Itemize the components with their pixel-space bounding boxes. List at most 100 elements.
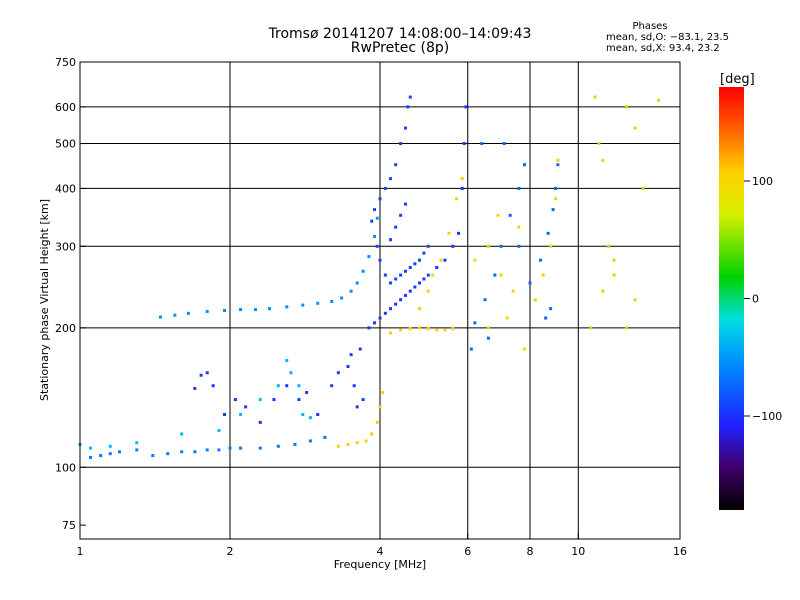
data-point (455, 197, 459, 201)
data-point (330, 299, 334, 303)
data-point (546, 231, 550, 235)
data-point (426, 289, 430, 293)
data-point (473, 258, 477, 262)
data-point (383, 186, 387, 190)
data-point (316, 412, 320, 416)
data-point (426, 327, 430, 331)
colorbar-tick-label: −100 (752, 410, 782, 423)
data-point (556, 163, 560, 167)
chart-title: Tromsø 20141207 14:08:00–14:09:43 (268, 26, 532, 42)
data-point (389, 281, 393, 285)
data-point (486, 244, 490, 248)
data-point (403, 293, 407, 297)
data-point (340, 296, 344, 300)
data-point (399, 328, 403, 332)
phases-x-stats: mean, sd,X: 93.4, 23.2 (606, 43, 720, 54)
data-point (625, 105, 629, 109)
data-point (517, 186, 521, 190)
data-point (469, 347, 473, 351)
data-point (367, 326, 371, 330)
data-point (505, 316, 509, 320)
data-point (285, 359, 289, 363)
data-point (370, 432, 374, 436)
y-tick-label: 300 (55, 240, 76, 253)
data-point (408, 327, 412, 331)
data-point (399, 213, 403, 217)
data-point (323, 435, 327, 439)
data-point (330, 384, 334, 388)
y-tick-label: 100 (55, 461, 76, 474)
data-point (349, 353, 353, 357)
data-point (308, 416, 312, 420)
data-point (258, 446, 262, 450)
data-point (355, 405, 359, 409)
data-point (447, 231, 451, 235)
data-point (641, 186, 645, 190)
data-point (496, 213, 500, 217)
data-point (464, 105, 468, 109)
data-point (413, 262, 417, 266)
x-tick-label: 4 (377, 545, 384, 558)
data-point (439, 258, 443, 262)
data-point (305, 391, 309, 395)
data-point (473, 321, 477, 325)
data-point (399, 298, 403, 302)
data-point (389, 177, 393, 181)
data-point (480, 142, 484, 146)
y-tick-label: 200 (55, 322, 76, 335)
data-point (508, 213, 512, 217)
data-point (394, 302, 398, 306)
data-point (267, 307, 271, 311)
data-point (408, 289, 412, 293)
data-point (285, 305, 289, 309)
data-point (533, 298, 537, 302)
data-point (553, 186, 557, 190)
data-point (460, 186, 464, 190)
data-point (375, 244, 379, 248)
data-point (633, 126, 637, 130)
data-point (517, 225, 521, 229)
data-point (180, 450, 184, 454)
data-point (422, 251, 426, 255)
data-point (205, 309, 209, 313)
data-point (426, 273, 430, 277)
data-point (417, 326, 421, 330)
data-point (483, 298, 487, 302)
data-point (394, 163, 398, 167)
data-point (108, 444, 112, 448)
data-point (99, 454, 103, 458)
y-axis-label: Stationary phase Virtual Height [km] (38, 199, 51, 401)
data-point (517, 244, 521, 248)
data-point (625, 326, 629, 330)
data-point (417, 307, 421, 311)
data-point (223, 412, 227, 416)
data-point (166, 452, 170, 456)
data-point (612, 273, 616, 277)
data-point (426, 244, 430, 248)
data-point (597, 142, 601, 146)
data-point (394, 225, 398, 229)
data-point (394, 277, 398, 281)
x-tick-label: 1 (77, 545, 84, 558)
data-point (544, 316, 548, 320)
data-point (486, 326, 490, 330)
data-point (607, 244, 611, 248)
data-point (297, 384, 301, 388)
data-point (211, 384, 215, 388)
data-point (373, 208, 377, 212)
data-point (217, 429, 221, 433)
data-point (364, 439, 368, 443)
data-point (589, 326, 593, 330)
data-point (108, 452, 112, 456)
data-point (301, 303, 305, 307)
data-point (460, 177, 464, 181)
data-point (553, 197, 557, 201)
data-point (228, 446, 232, 450)
data-point (370, 219, 374, 223)
data-point (217, 448, 221, 452)
data-point (135, 448, 139, 452)
data-point (523, 163, 527, 167)
data-point (403, 126, 407, 130)
data-point (186, 311, 190, 315)
